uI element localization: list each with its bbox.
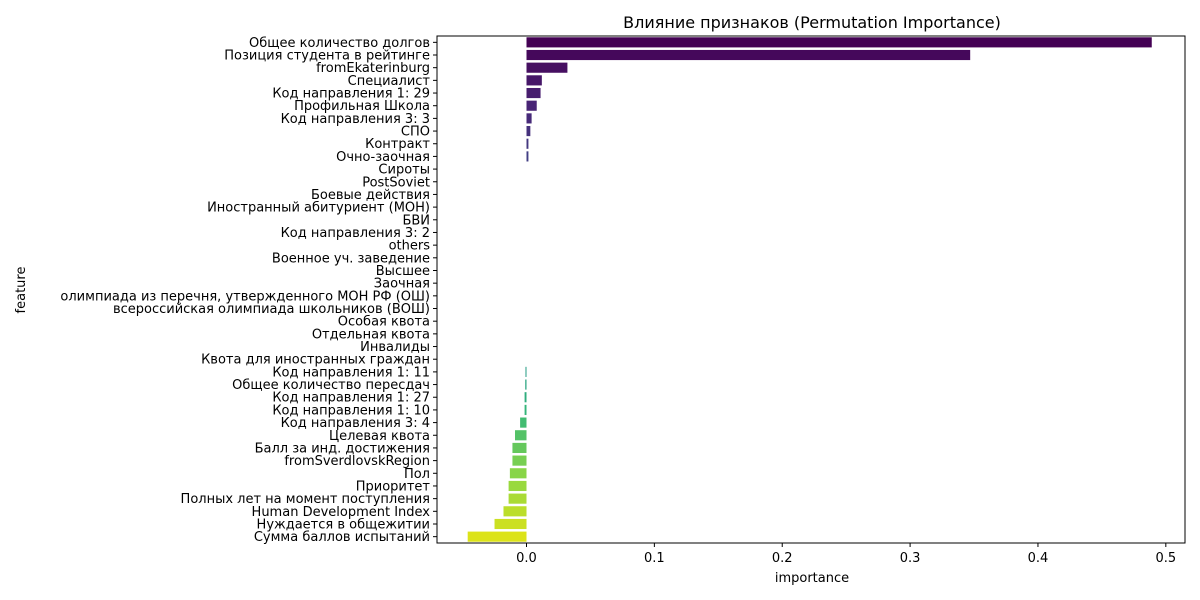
category-label: Нуждается в общежитии — [257, 517, 430, 532]
x-axis-title: importance — [775, 571, 849, 586]
x-tick-label: 0.4 — [1028, 551, 1049, 566]
chart-title: Влияние признаков (Permutation Importanc… — [623, 13, 1001, 32]
bar — [526, 100, 537, 111]
category-label: Особая квота — [338, 315, 430, 330]
bar — [525, 366, 527, 377]
bar — [526, 75, 542, 86]
x-tick-label: 0.3 — [900, 551, 921, 566]
bar — [509, 468, 527, 479]
bar — [467, 531, 527, 542]
category-label: Военное уч. заведение — [272, 251, 430, 266]
bar — [524, 392, 527, 403]
bar — [526, 113, 532, 124]
bar — [526, 125, 531, 137]
category-label: fromSverdlovskRegion — [284, 454, 430, 469]
category-label: Квота для иностранных граждан — [201, 353, 430, 368]
category-label: Код направления 1: 29 — [272, 87, 430, 102]
category-label: всероссийская олимпиада школьников (ВОШ) — [113, 302, 430, 317]
category-label: Полных лет на момент поступления — [181, 492, 430, 507]
x-ticks-group: 0.0 0.1 0.2 0.3 0.4 0.5 — [516, 543, 1176, 566]
category-label: Сироты — [378, 163, 430, 178]
category-label: Специалист — [348, 74, 431, 89]
bar — [494, 518, 527, 530]
category-label: PostSoviet — [362, 175, 430, 190]
category-label: Заочная — [374, 277, 430, 292]
bar — [526, 62, 568, 73]
category-label: Высшее — [376, 264, 430, 279]
bar — [512, 442, 527, 454]
bar — [520, 417, 527, 428]
category-label: Позиция студента в рейтинге — [224, 49, 430, 64]
category-label: Инвалиды — [360, 340, 430, 355]
bar — [524, 404, 527, 415]
category-label: others — [389, 239, 431, 254]
y-axis-title: feature — [14, 267, 29, 314]
category-label: Пол — [404, 467, 430, 482]
category-label: fromEkaterinburg — [316, 61, 430, 76]
category-label: Общее количество пересдач — [232, 378, 430, 393]
category-label: СПО — [401, 125, 430, 140]
category-label: Код направления 3: 2 — [281, 226, 430, 241]
category-label: Приоритет — [356, 479, 431, 494]
bar — [503, 506, 527, 517]
category-label: Human Development Index — [252, 505, 431, 520]
bar — [525, 379, 527, 390]
bar — [526, 37, 1152, 48]
category-label: Очно-заочная — [336, 150, 430, 165]
category-label: Отдельная квота — [312, 327, 430, 342]
category-label: Код направления 3: 3 — [281, 112, 430, 127]
category-label: Код направления 3: 4 — [281, 416, 430, 431]
category-label: Профильная Школа — [294, 99, 430, 114]
category-label: Код направления 1: 27 — [272, 391, 430, 406]
category-label: Иностранный абитуриент (МОН) — [207, 201, 430, 216]
category-label: олимпиада из перечня, утвержденного МОН … — [60, 289, 430, 304]
bar — [526, 138, 529, 149]
bar — [508, 480, 527, 492]
category-label: Целевая квота — [329, 429, 430, 444]
plot-frame — [436, 35, 1186, 544]
bar — [526, 87, 541, 99]
x-tick-label: 0.2 — [772, 551, 793, 566]
category-label: Код направления 1: 11 — [272, 365, 430, 380]
bar — [526, 49, 971, 61]
category-label: Боевые действия — [311, 188, 430, 203]
category-label: БВИ — [402, 213, 430, 228]
category-label: Код направления 1: 10 — [272, 403, 430, 418]
x-tick-label: 0.0 — [516, 551, 537, 566]
bar — [526, 151, 529, 162]
category-label: Балл за инд. достижения — [255, 441, 430, 456]
bar — [508, 493, 527, 504]
category-label: Контракт — [365, 137, 430, 152]
bars-group — [467, 37, 1152, 542]
x-tick-label: 0.1 — [644, 551, 665, 566]
x-tick-label: 0.5 — [1155, 551, 1176, 566]
category-label: Сумма баллов испытаний — [254, 530, 430, 545]
bar — [515, 430, 527, 441]
category-label: Общее количество долгов — [249, 36, 430, 51]
bar — [512, 455, 527, 466]
